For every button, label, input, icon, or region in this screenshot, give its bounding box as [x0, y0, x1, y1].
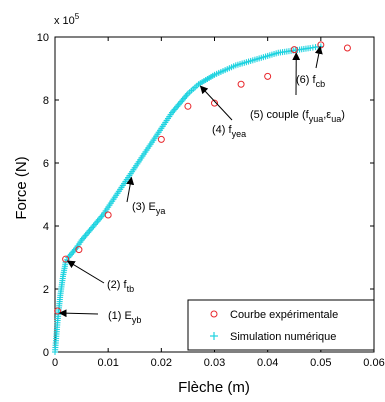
x-tick-label: 0.01 — [97, 357, 118, 369]
y-tick-label: 8 — [43, 95, 49, 107]
y-exponent-label: x 105 — [54, 12, 80, 27]
x-tick-label: 0.06 — [363, 357, 384, 369]
y-tick-label: 6 — [43, 158, 49, 170]
x-tick-label: 0.02 — [151, 357, 172, 369]
annotations: (1) Eyb (2) ftb (3) Eya (4) fyea (5) couple … — [58, 45, 345, 325]
y-axis-label: Force (N) — [13, 156, 30, 219]
x-tick-label: 0.05 — [310, 357, 331, 369]
annotation-label: (4) fyea — [212, 124, 246, 139]
annotation-label: (3) Eya — [132, 201, 165, 216]
annotation-label: (1) Eyb — [108, 310, 141, 325]
experimental-point — [237, 80, 245, 88]
x-tick-label: 0.04 — [257, 357, 278, 369]
experimental-point — [157, 135, 165, 143]
legend-label-experimental: Courbe expérimentale — [230, 309, 338, 321]
legend: Courbe expérimentale Simulation numériqu… — [187, 299, 375, 351]
experimental-point — [343, 44, 351, 52]
annotation-6: (6) fcb — [296, 45, 325, 89]
y-tick-label: 10 — [37, 32, 49, 44]
experimental-point — [104, 211, 112, 219]
x-tick-label: 0.03 — [204, 357, 225, 369]
legend-marker-experimental — [210, 310, 218, 318]
y-tick-label: 0 — [43, 347, 49, 359]
y-tick-label: 2 — [43, 284, 49, 296]
annotation-label: (2) ftb — [107, 279, 134, 294]
legend-label-simulation: Simulation numérique — [230, 331, 336, 343]
experimental-point — [62, 255, 70, 263]
legend-box — [187, 299, 375, 351]
experimental-point — [75, 246, 83, 254]
x-axis-label: Flèche (m) — [178, 379, 250, 396]
experimental-point — [264, 72, 272, 80]
annotation-3: (3) Eya — [126, 176, 165, 216]
annotation-5: (5) couple (fyua,εua) — [250, 52, 345, 124]
annotation-4: (4) fyea — [199, 85, 246, 139]
annotation-1: (1) Eyb — [58, 309, 141, 325]
experimental-point — [184, 102, 192, 110]
annotation-label: (6) fcb — [296, 74, 325, 89]
y-tick-label: 4 — [43, 221, 49, 233]
annotation-2: (2) ftb — [66, 260, 134, 294]
annotation-label: (5) couple (fyua,εua) — [250, 109, 345, 124]
legend-marker-simulation — [210, 332, 218, 340]
x-tick-label: 0 — [52, 357, 58, 369]
experimental-point — [211, 99, 218, 107]
